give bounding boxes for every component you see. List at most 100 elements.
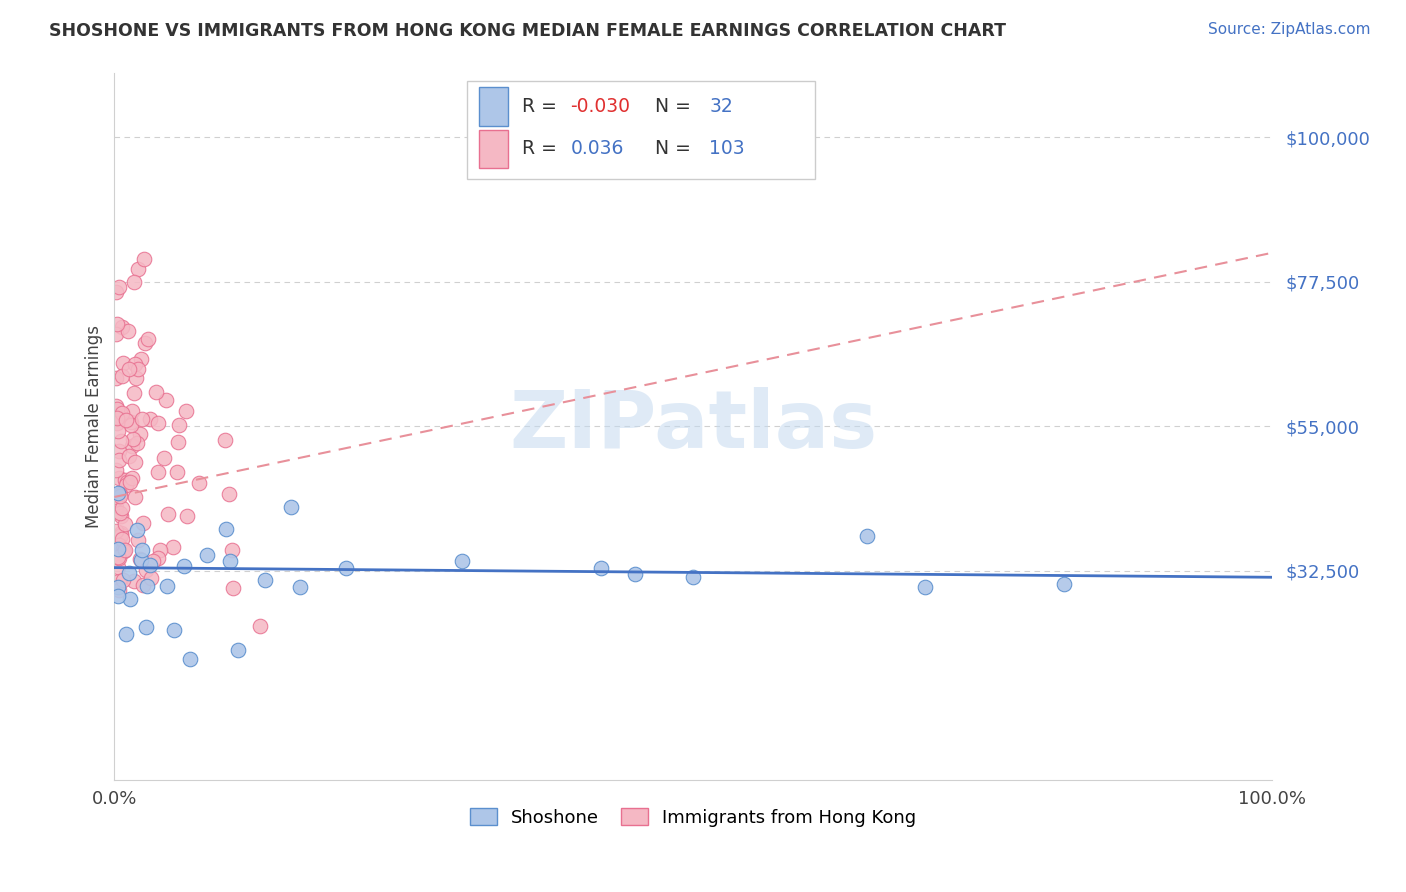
Point (157, 508, 180, 522)
Point (104, 403, 127, 417)
Point (129, 427, 152, 442)
Point (114, 627, 136, 641)
Point (179, 652, 201, 666)
Point (104, 500, 127, 515)
Point (139, 571, 162, 585)
Point (163, 623, 186, 637)
Point (111, 369, 134, 384)
Point (111, 319, 134, 334)
Legend: Shoshone, Immigrants from Hong Kong: Shoshone, Immigrants from Hong Kong (463, 801, 924, 834)
Text: ZIPatlas: ZIPatlas (509, 387, 877, 466)
Point (132, 252, 155, 266)
Point (136, 332, 159, 346)
Point (108, 453, 131, 467)
Point (162, 541, 184, 555)
Text: N =: N = (655, 97, 697, 116)
Point (139, 558, 162, 572)
Point (114, 477, 136, 491)
Text: -0.030: -0.030 (571, 97, 630, 116)
Point (288, 580, 311, 594)
Point (105, 411, 128, 425)
Point (146, 550, 169, 565)
Point (121, 440, 143, 454)
Point (127, 362, 149, 376)
Point (108, 444, 131, 458)
Point (120, 592, 142, 607)
Point (125, 436, 148, 450)
Point (118, 566, 141, 580)
Point (167, 417, 190, 432)
Point (218, 486, 240, 500)
Point (110, 525, 132, 540)
Text: SHOSHONE VS IMMIGRANTS FROM HONG KONG MEDIAN FEMALE EARNINGS CORRELATION CHART: SHOSHONE VS IMMIGRANTS FROM HONG KONG ME… (49, 22, 1007, 40)
Point (855, 528, 877, 542)
Point (110, 528, 132, 542)
Point (249, 619, 271, 633)
Point (146, 465, 169, 479)
Point (174, 404, 197, 418)
Text: 0.036: 0.036 (571, 139, 624, 159)
Point (107, 590, 129, 604)
Point (112, 543, 135, 558)
Y-axis label: Median Female Earnings: Median Female Earnings (86, 325, 103, 528)
Point (131, 543, 153, 558)
Point (108, 471, 131, 485)
Point (135, 563, 157, 577)
Point (167, 435, 190, 450)
Point (121, 404, 143, 418)
Point (104, 326, 127, 341)
Point (104, 524, 127, 538)
Point (107, 424, 129, 438)
Point (104, 504, 127, 518)
Point (155, 392, 177, 407)
Point (176, 508, 198, 523)
Point (450, 554, 472, 568)
Point (114, 413, 136, 427)
Point (107, 550, 129, 565)
Point (108, 409, 131, 424)
Point (108, 407, 131, 421)
Bar (479, 129, 508, 169)
Point (107, 560, 129, 574)
Point (108, 489, 131, 503)
Text: R =: R = (522, 97, 562, 116)
FancyBboxPatch shape (467, 81, 814, 179)
Point (125, 371, 148, 385)
Point (104, 462, 127, 476)
Point (104, 371, 127, 385)
Point (624, 567, 647, 582)
Point (589, 560, 612, 574)
Point (129, 351, 152, 366)
Point (121, 471, 143, 485)
Point (132, 516, 155, 530)
Point (280, 500, 302, 515)
Point (120, 415, 142, 429)
Point (124, 358, 146, 372)
Text: 32: 32 (710, 97, 733, 116)
Point (129, 552, 152, 566)
Point (108, 574, 131, 588)
Point (118, 450, 141, 464)
Point (682, 570, 704, 584)
Point (114, 516, 136, 531)
Point (108, 507, 131, 521)
Point (153, 451, 176, 466)
Bar (479, 87, 508, 126)
Point (105, 400, 128, 414)
Point (139, 412, 162, 426)
Point (111, 501, 134, 516)
Point (188, 476, 211, 491)
Point (108, 487, 131, 501)
Point (131, 578, 153, 592)
Point (125, 524, 148, 538)
Point (195, 548, 218, 562)
Point (107, 542, 129, 557)
Point (120, 417, 142, 432)
Point (142, 554, 165, 568)
Point (129, 553, 152, 567)
Text: N =: N = (655, 139, 697, 159)
Point (110, 434, 132, 448)
Point (156, 579, 179, 593)
Text: 103: 103 (710, 139, 745, 159)
Point (173, 559, 195, 574)
